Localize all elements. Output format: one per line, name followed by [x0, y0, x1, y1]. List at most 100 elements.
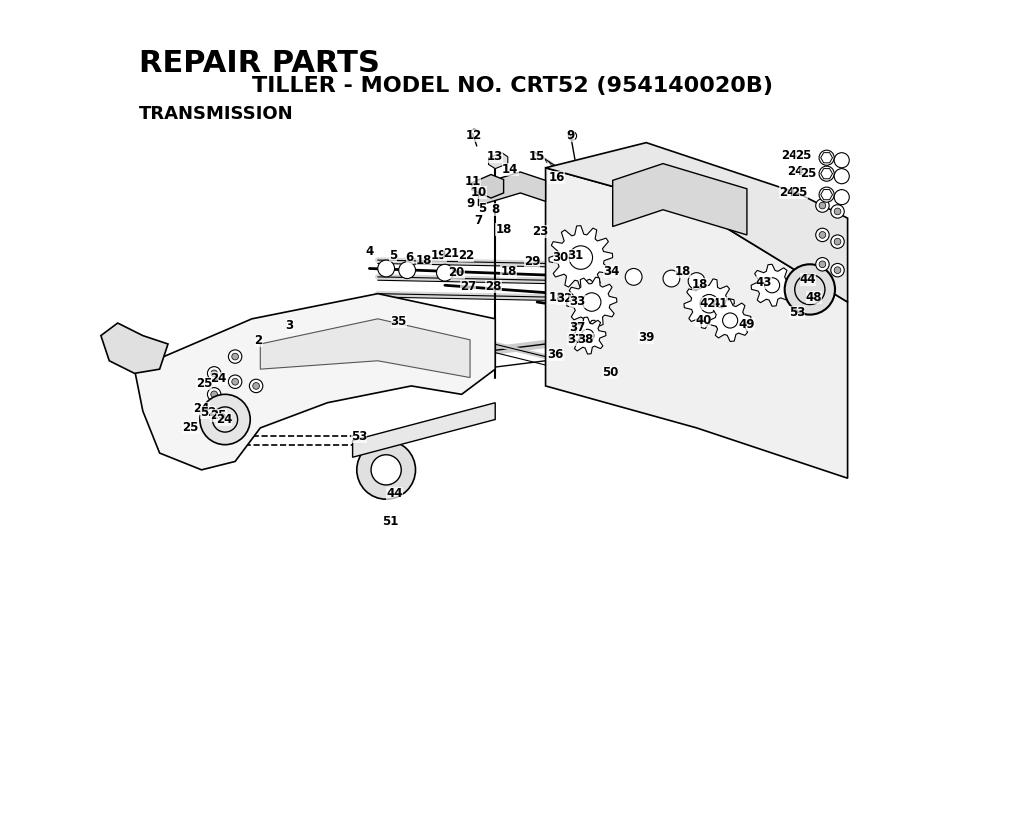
Circle shape: [784, 264, 835, 315]
Circle shape: [211, 391, 217, 398]
Text: 10: 10: [470, 185, 486, 199]
Text: 8: 8: [492, 203, 500, 216]
Text: 35: 35: [390, 315, 407, 328]
Circle shape: [250, 379, 263, 393]
Text: 2: 2: [255, 334, 263, 347]
Polygon shape: [549, 226, 612, 289]
Text: 28: 28: [485, 280, 502, 294]
Text: 15: 15: [529, 149, 546, 163]
Text: 34: 34: [603, 265, 620, 279]
Text: 36: 36: [548, 348, 564, 362]
Circle shape: [835, 169, 849, 184]
Polygon shape: [566, 277, 616, 327]
Text: 23: 23: [532, 225, 549, 238]
Circle shape: [835, 267, 841, 274]
Polygon shape: [488, 153, 508, 169]
Text: 18: 18: [548, 290, 564, 304]
Text: 30: 30: [553, 251, 568, 264]
Text: 12: 12: [466, 129, 482, 143]
Circle shape: [398, 262, 416, 279]
Text: 49: 49: [738, 318, 755, 331]
Text: 16: 16: [548, 171, 564, 185]
Text: 38: 38: [578, 333, 594, 347]
Circle shape: [816, 258, 829, 271]
Text: 48: 48: [806, 291, 822, 305]
Circle shape: [835, 153, 849, 168]
Text: 24: 24: [216, 413, 232, 426]
Text: 24: 24: [787, 164, 804, 178]
Circle shape: [819, 261, 825, 268]
Text: TILLER - MODEL NO. CRT52 (954140020B): TILLER - MODEL NO. CRT52 (954140020B): [252, 76, 772, 96]
Circle shape: [356, 440, 416, 499]
Polygon shape: [101, 323, 168, 373]
Text: 22: 22: [458, 249, 474, 263]
Circle shape: [208, 388, 221, 401]
Text: 25: 25: [792, 186, 808, 200]
Text: 11: 11: [465, 175, 480, 188]
Text: 6: 6: [406, 251, 414, 264]
Text: 24: 24: [779, 186, 796, 200]
Text: 24: 24: [780, 149, 797, 162]
Text: 18: 18: [501, 265, 517, 279]
Text: 18: 18: [416, 253, 432, 267]
Text: 18: 18: [692, 278, 709, 291]
Text: 9: 9: [566, 129, 574, 143]
Polygon shape: [546, 168, 848, 478]
Text: 20: 20: [449, 266, 465, 279]
Text: 25: 25: [800, 167, 816, 180]
Circle shape: [436, 264, 454, 281]
Text: 19: 19: [431, 249, 447, 263]
Circle shape: [228, 350, 242, 363]
Text: 32: 32: [556, 292, 572, 305]
Circle shape: [208, 367, 221, 380]
Circle shape: [253, 383, 259, 389]
Circle shape: [835, 208, 841, 215]
Text: 13: 13: [487, 149, 504, 163]
Text: 24: 24: [194, 402, 210, 415]
Circle shape: [819, 187, 835, 202]
Circle shape: [371, 455, 401, 485]
Polygon shape: [472, 175, 504, 198]
Circle shape: [835, 238, 841, 245]
Text: 42: 42: [699, 297, 716, 310]
Text: 37: 37: [569, 320, 586, 334]
Circle shape: [830, 205, 844, 218]
Polygon shape: [478, 172, 546, 206]
Text: 5: 5: [478, 201, 486, 215]
Polygon shape: [710, 300, 752, 341]
Circle shape: [830, 235, 844, 248]
Text: 50: 50: [602, 366, 618, 379]
Text: 40: 40: [695, 314, 712, 327]
Circle shape: [626, 268, 642, 285]
Polygon shape: [569, 317, 606, 354]
Polygon shape: [134, 294, 496, 470]
Text: 33: 33: [569, 294, 586, 308]
Circle shape: [819, 166, 835, 181]
Text: 25: 25: [196, 377, 212, 390]
Circle shape: [835, 190, 849, 205]
Text: 18: 18: [496, 223, 512, 237]
Polygon shape: [260, 319, 470, 378]
Circle shape: [819, 202, 825, 209]
Polygon shape: [612, 164, 746, 235]
Text: 21: 21: [443, 247, 460, 260]
Text: TRANSMISSION: TRANSMISSION: [138, 105, 293, 122]
Text: 18: 18: [675, 265, 691, 279]
Circle shape: [228, 375, 242, 388]
Circle shape: [231, 353, 239, 360]
Polygon shape: [684, 279, 734, 329]
Text: 24: 24: [210, 372, 226, 385]
Circle shape: [211, 370, 217, 377]
Circle shape: [200, 394, 250, 445]
Circle shape: [830, 263, 844, 277]
Circle shape: [816, 199, 829, 212]
Text: 43: 43: [756, 276, 772, 289]
Text: 44: 44: [800, 273, 816, 286]
Text: 4: 4: [366, 245, 374, 258]
Text: 53: 53: [790, 305, 806, 319]
Circle shape: [688, 273, 705, 289]
Text: 9: 9: [467, 197, 475, 211]
Text: 52: 52: [200, 406, 216, 420]
Polygon shape: [352, 403, 496, 457]
Text: 41: 41: [712, 297, 728, 310]
